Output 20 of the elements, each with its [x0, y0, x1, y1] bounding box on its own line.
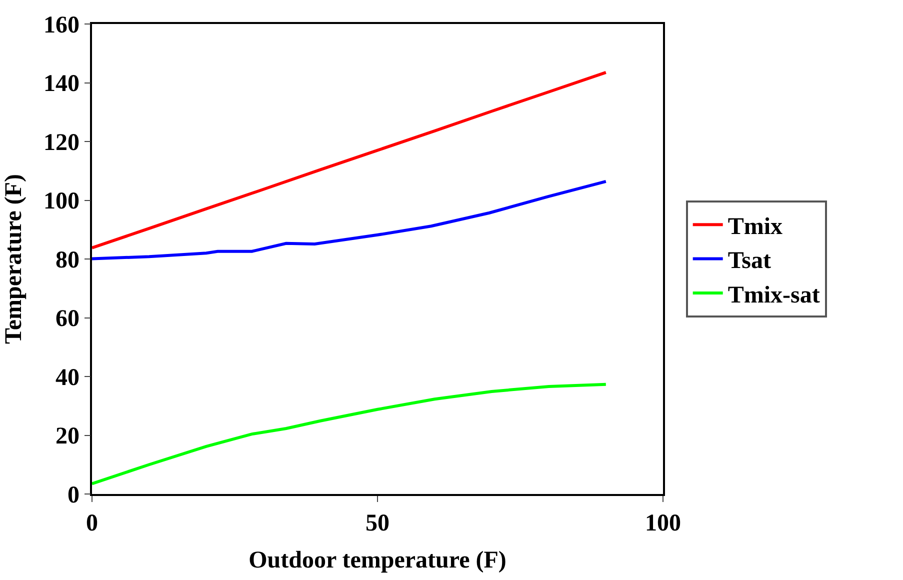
y-tick-label: 140	[43, 71, 80, 98]
y-tick-label: 160	[43, 12, 80, 38]
y-tick-label: 80	[55, 247, 80, 274]
legend-label: Tmix-sat	[728, 282, 820, 308]
y-axis-title: Temperature (F)	[1, 174, 28, 344]
x-tick-label: 0	[86, 510, 98, 537]
x-axis-title: Outdoor temperature (F)	[248, 547, 506, 574]
legend-label: Tsat	[728, 248, 771, 274]
y-tick-label: 20	[55, 424, 80, 450]
x-tick-label: 100	[645, 510, 681, 537]
y-tick-label: 120	[43, 130, 80, 156]
line-series	[92, 180, 608, 260]
x-tick-label: 50	[366, 510, 390, 537]
y-tick-label: 40	[55, 364, 80, 391]
line-series	[92, 382, 608, 486]
line-series	[92, 70, 608, 250]
y-tick-label: 0	[67, 482, 80, 508]
y-tick-label: 100	[43, 188, 80, 215]
y-tick-label: 60	[55, 306, 80, 332]
legend-label: Tmix	[728, 214, 783, 240]
